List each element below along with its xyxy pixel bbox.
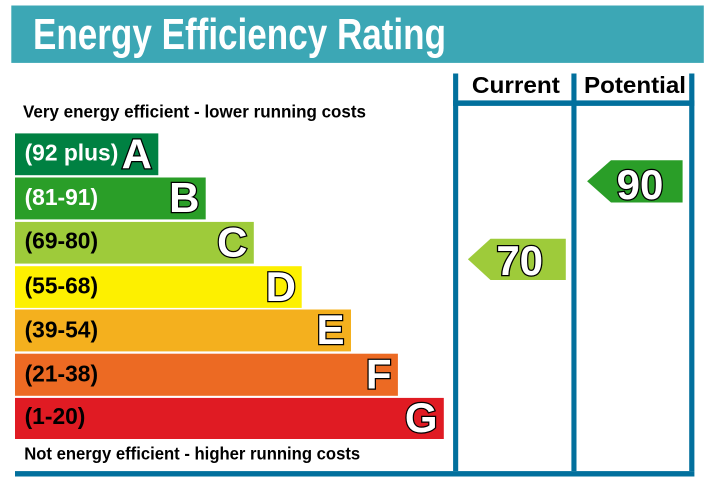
svg-text:C: C [217,219,247,266]
svg-text:Current: Current [472,72,560,98]
svg-text:Potential: Potential [584,72,686,98]
svg-text:Not energy efficient - higher: Not energy efficient - higher running co… [24,443,360,463]
svg-text:90: 90 [617,161,664,208]
svg-text:G: G [405,394,438,441]
svg-text:(81-91): (81-91) [25,184,99,210]
svg-text:(1-20): (1-20) [25,403,86,429]
svg-text:F: F [366,351,392,398]
svg-text:(69-80): (69-80) [25,228,99,254]
svg-text:70: 70 [496,237,543,284]
svg-text:(92 plus): (92 plus) [25,139,119,165]
svg-text:(39-54): (39-54) [25,316,99,342]
svg-text:E: E [316,306,344,353]
svg-text:D: D [266,263,296,310]
svg-text:A: A [122,131,152,178]
svg-text:(55-68): (55-68) [25,272,99,298]
svg-text:Energy Efficiency Rating: Energy Efficiency Rating [33,11,446,59]
svg-text:B: B [169,174,199,221]
svg-text:Very energy efficient - lower: Very energy efficient - lower running co… [23,102,366,122]
svg-text:(21-38): (21-38) [25,361,99,387]
